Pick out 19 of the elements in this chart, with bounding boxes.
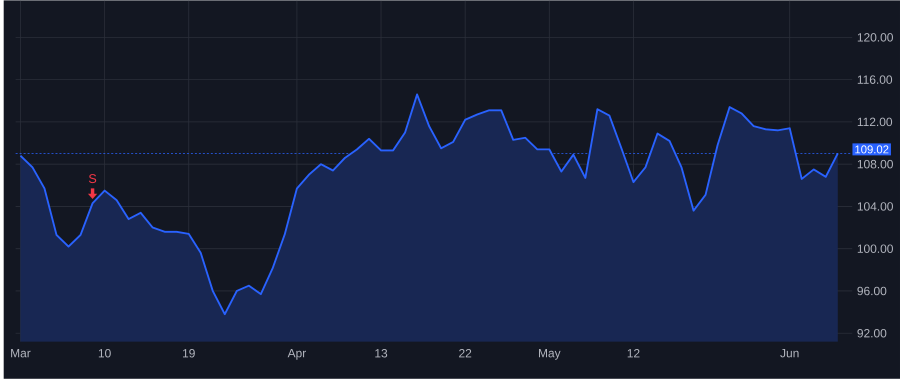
x-tick-label: 10 <box>98 349 111 358</box>
x-tick-label: Apr <box>288 349 306 360</box>
y-tick-label: 104.00 <box>858 202 893 211</box>
y-tick-label: 96.00 <box>857 286 886 296</box>
x-tick-label: 19 <box>182 349 195 358</box>
annotation: S <box>88 174 96 184</box>
y-tick-label: 112.00 <box>858 118 892 126</box>
y-tick-label: 100.00 <box>858 244 893 254</box>
y-tick-label: 116.00 <box>858 75 892 84</box>
x-tick-label: 22 <box>459 349 472 358</box>
x-tick-label: Mar <box>11 349 31 358</box>
x-tick-label: 13 <box>375 349 388 358</box>
ref-line-label: 109.02 <box>855 145 888 154</box>
x-tick-label: 12 <box>628 349 640 358</box>
y-tick-label: 120.00 <box>858 33 893 42</box>
x-tick-label: Jun <box>780 349 799 358</box>
y-tick-label: 92.00 <box>857 329 886 338</box>
x-tick-label: May <box>538 349 561 360</box>
y-tick-label: 108.00 <box>858 160 893 168</box>
